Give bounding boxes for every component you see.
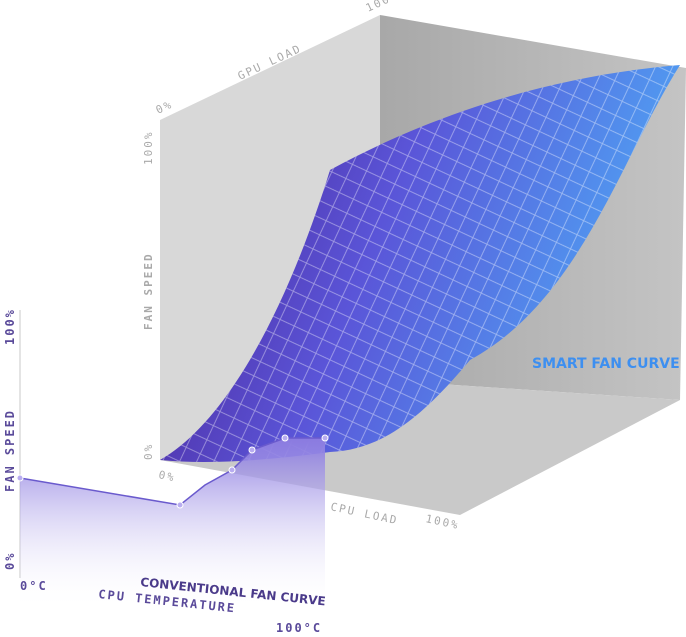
smart-label: SMART FAN CURVE — [532, 356, 680, 372]
cpu-max: 100% — [424, 512, 460, 532]
fan-max: 100% — [142, 131, 155, 166]
conv-area — [20, 438, 325, 610]
gpu-min: 0% — [154, 98, 175, 117]
conv-fan-max: 100% — [3, 308, 17, 345]
fan-title: FAN SPEED — [142, 252, 155, 330]
conv-fan-title: FAN SPEED — [3, 409, 17, 492]
conv-temp-max: 100°C — [276, 621, 322, 635]
surface-mesh — [160, 65, 680, 463]
conv-points — [16, 434, 329, 509]
cpu-title: CPU LOAD — [329, 500, 399, 527]
conv-fan-min: 0% — [3, 552, 17, 570]
fan-min: 0% — [142, 443, 155, 460]
cpu-min: 0% — [157, 468, 177, 484]
conv-temp-min: 0°C — [20, 579, 48, 593]
gpu-max: 100% — [364, 0, 401, 15]
